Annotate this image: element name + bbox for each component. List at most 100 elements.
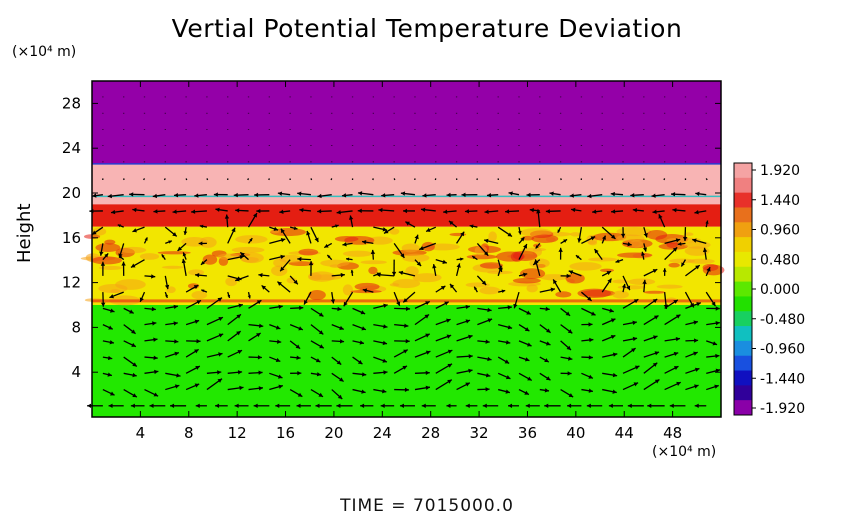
wind-arrow [602,307,614,313]
wind-arrow [185,348,199,358]
wind-arrow [560,356,573,361]
texture-streak [555,291,572,298]
wind-arrow [303,291,312,305]
colorbar-swatch [734,177,752,194]
wind-arrow [539,306,550,312]
wind-arrow [317,193,332,199]
wind-arrow [482,403,499,408]
wind-arrow [117,224,124,228]
wind-arrow [702,247,708,260]
colorbar-tick-label: -1.920 [760,401,805,417]
x-tick-label: 24 [373,424,392,442]
wind-arrow [602,388,617,394]
wind-arrow [581,388,594,393]
texture-streak [616,234,645,242]
wind-arrow [456,334,473,342]
layer-band-4 [92,81,721,164]
wind-arrow [601,318,616,326]
wind-arrow [575,254,582,261]
wind-arrow [560,307,571,317]
texture-streak [188,269,205,276]
wind-arrow [121,261,126,276]
texture-streak [368,266,378,275]
y-tick-label: 8 [71,318,81,336]
wind-arrow [476,275,487,286]
wind-arrow [508,191,520,196]
wind-arrow [227,385,244,391]
wind-arrow [144,306,156,312]
wind-arrow [414,385,431,391]
wind-arrow [694,403,707,408]
wind-arrow [680,259,686,267]
wind-arrow [132,226,145,233]
wind-arrow [695,191,707,197]
wind-arrow [393,243,405,259]
wind-arrow [394,387,409,393]
texture-streak [360,260,387,265]
x-tick-label: 32 [470,424,489,442]
wind-arrow [518,340,532,347]
wind-arrow [102,388,115,396]
texture-streak [479,286,501,295]
wind-arrow [352,388,366,394]
texture-streak [581,289,616,297]
wind-arrow [393,349,409,358]
wind-arrow [144,274,156,279]
wind-arrow [414,300,431,309]
texture-streak [570,232,581,237]
layer-band-3 [92,163,721,205]
wind-arrow [435,285,446,293]
wind-arrow [227,313,242,326]
colorbar-swatch [734,370,752,386]
wind-arrow [357,191,374,196]
texture-streak [617,285,646,290]
y-tick-label: 28 [62,94,81,112]
wind-arrow [306,230,312,244]
wind-arrow [200,259,208,266]
wind-arrow [310,340,325,349]
texture-streak [531,234,559,243]
wind-arrow [373,370,388,375]
wind-arrow [461,192,478,198]
colorbar-tick-label: 0.480 [760,252,800,268]
texture-streak [91,256,123,265]
wind-arrow [310,356,321,363]
texture-streak [199,236,217,248]
wind-arrow [664,246,678,261]
colorbar-tick-label: 0.000 [760,282,800,298]
texture-streak [240,252,264,264]
wind-arrow [185,383,200,391]
texture-streak [587,240,598,246]
wind-arrow [456,231,465,244]
texture-streak [588,257,618,262]
wind-arrow [622,365,640,374]
wind-arrow [539,372,551,381]
wind-arrow [130,259,145,268]
wind-arrow [581,236,596,244]
wind-arrow [235,208,249,213]
texture-streak [392,278,421,289]
wind-arrow [173,192,187,198]
wind-arrow [310,389,324,398]
wind-arrow [227,303,244,309]
wind-arrow [144,337,158,342]
wind-arrow [422,193,436,198]
wind-arrow [297,256,311,262]
wind-arrow [164,291,168,299]
wind-arrow [652,209,665,214]
wind-arrow [352,356,363,365]
texture-streak [191,291,208,300]
chart-title: Vertial Potential Temperature Deviation [171,14,683,43]
wind-arrow [165,321,178,326]
x-tick-label: 28 [421,424,440,442]
wind-arrow [456,368,473,374]
wind-arrow [643,351,660,358]
wind-arrow [185,284,199,293]
wind-arrow [343,291,354,307]
texture-streak [98,284,128,294]
wind-arrow [560,324,573,334]
wind-arrow [414,370,430,376]
wind-arrow [100,292,106,307]
wind-arrow [518,307,532,315]
